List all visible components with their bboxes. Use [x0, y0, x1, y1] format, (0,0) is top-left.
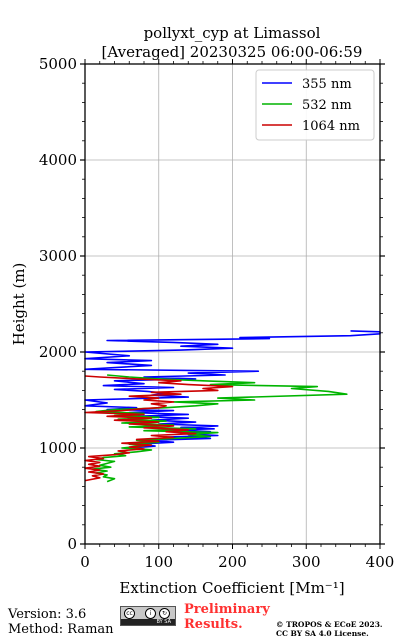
x-tick-label: 0 [80, 553, 90, 571]
y-tick-label: 2000 [39, 343, 77, 361]
x-axis-label: Extinction Coefficient [Mm⁻¹] [119, 579, 344, 597]
legend-label: 1064 nm [302, 119, 360, 134]
y-axis-label: Height (m) [10, 263, 28, 346]
x-tick-label: 200 [218, 553, 247, 571]
legend-box [255, 69, 375, 141]
x-tick-label: 100 [144, 553, 173, 571]
by-icon: i [145, 608, 156, 619]
preliminary-notice: Preliminary Results. [184, 602, 270, 632]
data-series [84, 330, 381, 483]
cc-icon: cc [124, 608, 135, 619]
legend: 355 nm 532 nm 1064 nm [255, 69, 375, 141]
series-line-1064-nm [84, 375, 234, 482]
chart-title: pollyxt_cyp at Limassol [144, 24, 321, 42]
sa-icon: ↻ [159, 608, 170, 619]
version-text: Version: 3.6 [8, 607, 87, 622]
x-tick-label: 400 [366, 553, 395, 571]
license-label: BY SA [121, 619, 175, 625]
y-tick-label: 1000 [39, 439, 77, 457]
legend-label: 532 nm [302, 98, 352, 113]
y-tick-label: 4000 [39, 151, 77, 169]
y-tick-label: 0 [67, 535, 77, 553]
method-text: Method: Raman [8, 622, 114, 637]
y-tick-label: 5000 [39, 55, 77, 73]
legend-label: 355 nm [302, 77, 352, 92]
copyright-notice: © TROPOS & ECoE 2023. CC BY SA 4.0 Licen… [276, 620, 383, 638]
copyright-line-1: © TROPOS & ECoE 2023. [276, 620, 383, 629]
preliminary-line-2: Results. [184, 617, 243, 632]
copyright-line-2: CC BY SA 4.0 License. [276, 629, 369, 638]
cc-license-badge: cc i ↻ BY SA [120, 606, 176, 626]
chart-subtitle: [Averaged] 20230325 06:00-06:59 [102, 43, 363, 61]
x-tick-label: 300 [292, 553, 321, 571]
y-tick-label: 3000 [39, 247, 77, 265]
axis-ticks [80, 59, 385, 549]
plot-frame [84, 63, 381, 545]
preliminary-line-1: Preliminary [184, 602, 270, 617]
